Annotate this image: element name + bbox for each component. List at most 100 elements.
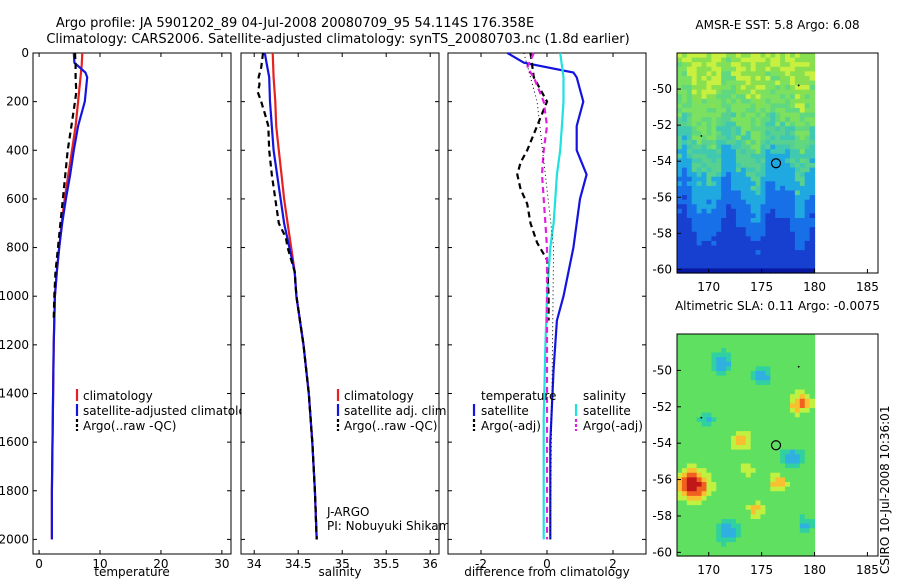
sst_map-raster-cell	[760, 126, 767, 132]
sst_map-raster-cell	[731, 250, 737, 256]
sst_map-raster-cell	[677, 208, 683, 215]
sla_map-raster-cell	[794, 532, 801, 539]
sst_map-raster-cell	[775, 85, 781, 91]
sla_map-raster-cell	[789, 449, 796, 455]
sst_map-raster-cell	[765, 222, 771, 228]
sla_map-raster-cell	[731, 421, 737, 428]
sla_map-raster-cell	[706, 338, 712, 344]
sst_map-raster-cell	[789, 167, 796, 173]
sla_map-raster-cell	[735, 449, 742, 455]
salinity-xtick-label: 35.5	[373, 557, 400, 571]
sla_map-raster-cell	[711, 380, 717, 386]
sst_map-raster-cell	[696, 71, 703, 77]
sst_map-raster-cell	[765, 140, 771, 146]
sla_map-raster-cell	[799, 449, 806, 455]
sst_map-raster-cell	[686, 135, 693, 141]
sst_map-raster-cell	[681, 259, 688, 265]
sst_map-raster-cell	[726, 163, 732, 169]
sla_map-raster-cell	[706, 352, 712, 358]
sla_map-raster-cell	[785, 468, 791, 474]
sst_map-raster-cell	[740, 172, 747, 178]
sla_map-raster-cell	[716, 334, 722, 340]
sla_map-raster-cell	[785, 454, 791, 460]
sst_map-raster-cell	[765, 85, 771, 91]
sst_map-raster-cell	[726, 149, 732, 155]
sla_map-raster-cell	[681, 371, 688, 377]
sla_map-raster-cell	[706, 412, 712, 418]
sla_map-raster-cell	[745, 431, 752, 437]
sst_map-raster-cell	[721, 245, 727, 251]
sla_map-raster-cell	[755, 477, 762, 483]
sla_map-raster-cell	[780, 519, 786, 525]
sla_map-raster-cell	[794, 477, 801, 483]
sla_map-raster-cell	[789, 408, 796, 414]
sla_map-raster-cell	[770, 477, 776, 483]
sla_map-raster-cell	[711, 519, 717, 525]
sla_map-raster-cell	[740, 468, 747, 474]
sst_map-raster-cell	[716, 208, 722, 215]
sst_map-raster-cell	[775, 195, 781, 201]
sst_map-raster-cell	[721, 231, 727, 237]
sst_map-raster-cell	[770, 71, 776, 77]
sla_map-raster-cell	[750, 468, 757, 474]
sla_map-raster-cell	[780, 537, 786, 543]
sla_map-raster-cell	[706, 435, 712, 441]
sla_map-raster-cell	[701, 509, 708, 515]
sst_map-raster-cell	[794, 80, 801, 86]
sla_map-raster-cell	[681, 509, 688, 515]
sst_map-raster-cell	[765, 263, 771, 270]
sst_map-raster-cell	[755, 236, 762, 242]
sla_map-raster-cell	[780, 440, 786, 446]
sst_map-raster-cell	[760, 98, 767, 105]
sla_map-raster-cell	[681, 435, 688, 441]
sla_map-raster-cell	[750, 528, 757, 534]
difference-legend-entry: satellite	[583, 404, 631, 418]
sla_map-raster-cell	[775, 445, 781, 451]
sst_map-raster-cell	[721, 250, 727, 256]
sst_map-raster-cell	[760, 117, 767, 123]
sst_map-raster-cell	[706, 195, 712, 201]
sla_map-raster-cell	[731, 505, 737, 511]
sla_map-raster-cell	[760, 454, 767, 460]
sla_map-raster-cell	[745, 352, 752, 358]
sla_map-raster-cell	[755, 417, 762, 423]
sla_map-raster-cell	[706, 357, 712, 363]
sla_map-raster-cell	[745, 472, 752, 478]
sla_map-raster-cell	[750, 458, 757, 465]
sst_map-raster-cell	[726, 250, 732, 256]
sla_map-raster-cell	[706, 421, 712, 428]
sla_map-raster-cell	[770, 384, 776, 391]
sst_map-raster-cell	[789, 204, 796, 210]
sst_map-raster-cell	[794, 167, 801, 173]
sla_map-raster-cell	[804, 491, 811, 497]
sst_map-raster-cell	[691, 167, 698, 173]
sst_map-raster-cell	[745, 263, 752, 270]
sla_map-raster-cell	[731, 343, 737, 349]
sst_map-raster-cell	[804, 181, 811, 187]
sla_map-raster-cell	[691, 380, 698, 386]
sst_map-raster-cell	[681, 130, 688, 137]
sst_map-raster-cell	[701, 112, 708, 118]
sst_map-raster-cell	[775, 208, 781, 215]
sla_map-raster-cell	[789, 338, 796, 344]
sst_map-raster-cell	[696, 62, 703, 68]
sst_map-raster-cell	[726, 94, 732, 100]
sst_map-raster-cell	[789, 153, 796, 160]
sla_map-raster-cell	[696, 449, 703, 455]
sla_map-raster-cell	[711, 449, 717, 455]
sla_map-raster-cell	[696, 463, 703, 469]
sla_map-raster-cell	[770, 505, 776, 511]
sst_map-raster-cell	[809, 236, 816, 242]
sst_map-raster-cell	[745, 268, 752, 274]
sla_map-raster-cell	[681, 528, 688, 534]
sst_map-raster-cell	[760, 172, 767, 178]
sst_map-raster-cell	[755, 227, 762, 233]
sst_map-raster-cell	[785, 144, 791, 150]
sla_map-raster-cell	[750, 357, 757, 363]
sla_map-raster-cell	[760, 384, 767, 391]
sst_map-raster-cell	[799, 126, 806, 132]
sst_map-raster-cell	[740, 240, 747, 247]
sla_map-raster-cell	[770, 403, 776, 409]
sst_map-raster-cell	[735, 176, 742, 182]
sst_map-raster-cell	[706, 98, 712, 105]
